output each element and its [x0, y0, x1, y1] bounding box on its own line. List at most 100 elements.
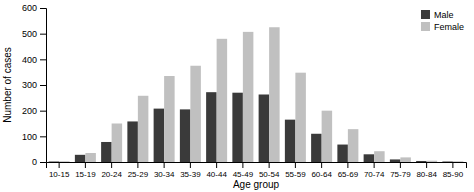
x-tick-label: 55-59	[285, 170, 306, 179]
x-tick-label: 15-19	[75, 170, 96, 179]
x-tick: 35-39	[180, 162, 201, 179]
y-tick-mark	[40, 111, 46, 112]
bar	[217, 39, 228, 162]
bar	[259, 94, 270, 162]
x-tick-mark	[190, 162, 191, 168]
x-tick-label: 80-84	[416, 170, 437, 179]
bar	[453, 161, 464, 162]
x-tick-mark	[295, 162, 296, 168]
bar	[112, 124, 123, 163]
bar	[127, 121, 138, 162]
bar	[164, 76, 175, 162]
bar	[337, 145, 348, 162]
y-tick: 200	[22, 106, 46, 116]
x-tick-mark	[111, 162, 112, 168]
bar	[348, 129, 359, 162]
bar	[101, 142, 112, 162]
y-tick-label: 600	[22, 3, 37, 13]
y-tick-mark	[40, 85, 46, 86]
y-tick-label: 100	[22, 132, 37, 142]
x-tick: 80-84	[416, 162, 437, 179]
x-tick-label: 50-54	[259, 170, 280, 179]
bar	[180, 109, 191, 162]
y-tick-label: 0	[32, 157, 37, 167]
legend-label: Male	[434, 10, 454, 20]
x-axis: 10-15 15-19 20-24 25-29 30-34 35-39 40-44 45-49…	[47, 162, 467, 179]
y-axis: 0 100 200 300 400 500 600	[22, 3, 47, 167]
x-tick-mark	[374, 162, 375, 168]
x-tick-label: 25-29	[128, 170, 149, 179]
bar	[416, 161, 427, 162]
y-tick-mark	[40, 8, 46, 9]
y-tick: 500	[22, 29, 46, 39]
x-tick-mark	[137, 162, 138, 168]
bar	[400, 157, 411, 162]
x-tick-mark	[426, 162, 427, 168]
legend: Male Female	[421, 10, 464, 32]
bar	[285, 120, 296, 162]
x-tick: 65-69	[338, 162, 359, 179]
bar-series	[59, 27, 463, 162]
legend-swatch	[421, 22, 430, 31]
x-tick-label: 35-39	[180, 170, 201, 179]
x-tick-mark	[400, 162, 401, 168]
bar	[138, 96, 149, 162]
y-tick: 400	[22, 55, 46, 65]
y-tick: 600	[22, 3, 46, 13]
x-tick-mark	[216, 162, 217, 168]
legend-label: Female	[434, 22, 464, 32]
y-tick-label: 200	[22, 106, 37, 116]
x-tick-label: 65-69	[338, 170, 359, 179]
x-axis-line	[47, 163, 467, 169]
bar	[295, 73, 306, 162]
x-tick-label: 30-34	[154, 170, 175, 179]
bar	[427, 161, 438, 162]
y-tick-mark	[40, 34, 46, 35]
y-tick-label: 400	[22, 55, 37, 65]
bar	[374, 151, 385, 162]
bar	[206, 92, 217, 162]
bar	[442, 161, 453, 162]
chart: 0 100 200 300 400 500 600 10-15 15-19 20-24 25-29 3…	[0, 0, 474, 192]
x-tick: 10-15	[49, 162, 70, 179]
y-tick: 300	[22, 80, 46, 90]
bar	[154, 109, 165, 162]
x-tick: 75-79	[390, 162, 411, 179]
legend-item: Female	[421, 22, 464, 32]
y-tick: 0	[32, 157, 46, 167]
bar	[59, 161, 70, 162]
x-tick-mark	[452, 162, 453, 168]
x-tick-label: 40-44	[206, 170, 227, 179]
bar	[85, 153, 96, 162]
x-axis-title: Age group	[233, 179, 280, 190]
x-tick-label: 20-24	[101, 170, 122, 179]
bar	[322, 111, 333, 162]
bar	[49, 161, 60, 162]
bar	[75, 155, 86, 162]
x-tick: 60-64	[311, 162, 332, 179]
bar	[232, 93, 243, 162]
bars	[49, 27, 464, 162]
x-tick-mark	[269, 162, 270, 168]
x-tick-mark	[321, 162, 322, 168]
y-tick: 100	[22, 132, 46, 142]
y-tick-label: 500	[22, 29, 37, 39]
x-tick-mark	[164, 162, 165, 168]
y-tick-mark	[40, 136, 46, 137]
legend-swatch	[421, 10, 430, 19]
x-tick: 85-90	[443, 162, 464, 179]
x-tick: 70-74	[364, 162, 385, 179]
x-tick: 55-59	[285, 162, 306, 179]
x-tick-mark	[85, 162, 86, 168]
y-tick-mark	[40, 162, 46, 163]
x-tick-label: 85-90	[443, 170, 464, 179]
x-tick-label: 45-49	[233, 170, 254, 179]
x-tick-label: 70-74	[364, 170, 385, 179]
bar	[269, 27, 280, 162]
bar	[364, 154, 375, 162]
x-tick: 30-34	[154, 162, 175, 179]
x-tick-label: 10-15	[49, 170, 70, 179]
x-tick-label: 60-64	[311, 170, 332, 179]
y-axis-line	[40, 9, 47, 163]
x-tick: 45-49	[233, 162, 254, 179]
